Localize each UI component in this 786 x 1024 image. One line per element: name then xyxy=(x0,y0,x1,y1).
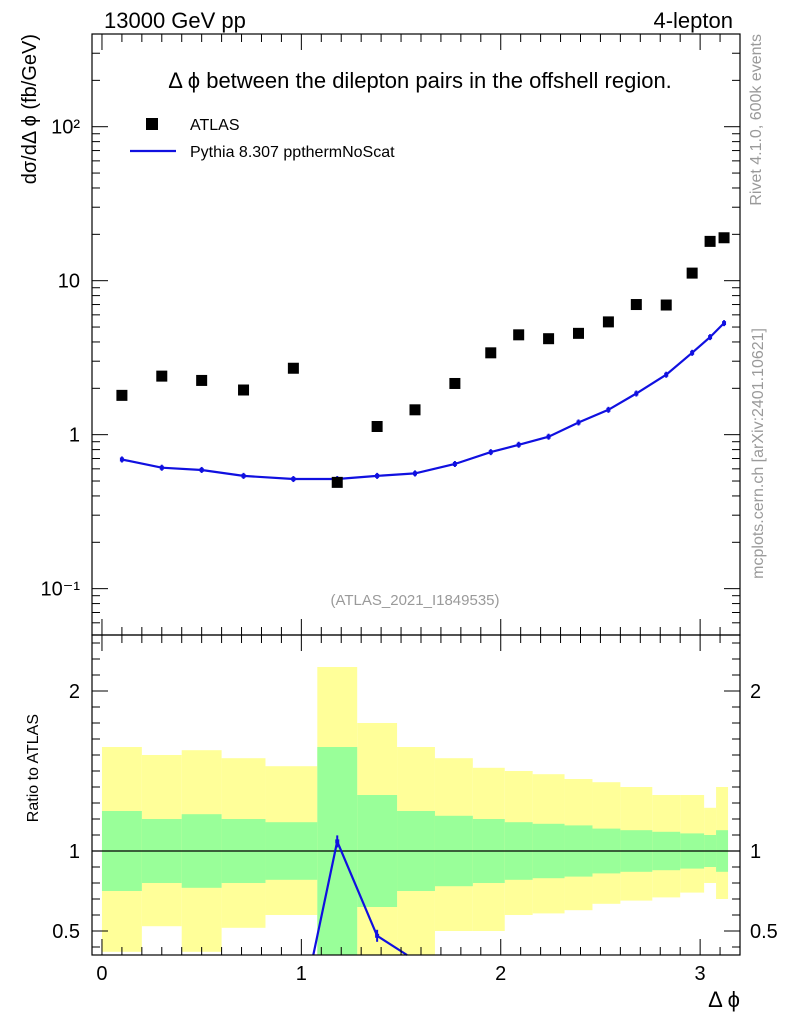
ratio-y-tick-label-right: 2 xyxy=(750,681,761,703)
energy-label: 13000 GeV pp xyxy=(104,8,246,33)
ratio-panel: 0.5 0.5 1 1 2 2 0 1 2 3 Ratio to ATLAS Δ ϕ xyxy=(25,634,778,1012)
legend: ATLAS Pythia 8.307 ppthermNoScat xyxy=(130,117,395,161)
pythia-point xyxy=(606,407,611,412)
atlas-point xyxy=(543,333,555,345)
pythia-point xyxy=(452,461,457,466)
atlas-point xyxy=(686,267,698,279)
ratio-uncertainty-bands xyxy=(101,667,729,955)
pythia-point xyxy=(576,420,581,425)
atlas-point xyxy=(602,316,614,328)
x-axis-label: Δ ϕ xyxy=(708,987,740,1012)
main-panel: 10⁻¹ 1 10 10² Δ ϕ between the dilepton pair… xyxy=(19,33,741,636)
pythia-point xyxy=(119,457,124,462)
rivet-label: Rivet 4.1.0, 600k events xyxy=(748,34,765,206)
pythia-point xyxy=(488,450,493,455)
y-axis-label: dσ/dΔ ϕ (fb/GeV) xyxy=(19,34,41,184)
chart-title: Δ ϕ between the dilepton pairs in the of… xyxy=(168,68,672,93)
ratio-y-tick-label-right: 0.5 xyxy=(750,921,778,943)
pythia-point xyxy=(199,467,204,472)
ratio-line xyxy=(312,837,408,956)
pythia-point xyxy=(241,473,246,478)
ratio-y-tick-label: 2 xyxy=(69,681,80,703)
mcplots-label: mcplots.cern.ch [arXiv:2401.10621] xyxy=(750,328,767,579)
pythia-line xyxy=(121,322,725,481)
pythia-point xyxy=(722,321,727,326)
atlas-point xyxy=(116,389,128,401)
pythia-point xyxy=(159,465,164,470)
ratio-data-marks xyxy=(312,835,408,956)
atlas-point xyxy=(371,420,383,432)
legend-label-atlas: ATLAS xyxy=(190,117,240,134)
legend-marker-atlas xyxy=(146,118,158,130)
ratio-axis-ticks xyxy=(92,635,740,955)
ratio-y-tick-label-right: 1 xyxy=(750,841,761,863)
main-y-tick-labels: 10⁻¹ 1 10 10² xyxy=(41,117,81,601)
ratio-y-axis-label: Ratio to ATLAS xyxy=(25,714,42,822)
pythia-point xyxy=(516,442,521,447)
atlas-point xyxy=(630,299,642,311)
ratio-point xyxy=(335,839,340,844)
atlas-point xyxy=(156,370,168,382)
ratio-y-tick-label: 1 xyxy=(69,841,80,863)
pythia-point xyxy=(291,477,296,482)
x-tick-label: 1 xyxy=(296,963,307,985)
main-y-tick-label: 10² xyxy=(51,117,80,139)
atlas-point xyxy=(572,327,584,339)
pythia-point xyxy=(413,471,418,476)
atlas-point xyxy=(704,235,716,247)
atlas-point xyxy=(238,384,250,396)
atlas-point xyxy=(196,374,208,386)
analysis-watermark: (ATLAS_2021_I1849535) xyxy=(330,592,499,609)
main-data-marks xyxy=(116,232,730,488)
ratio-tick-labels: 0.5 0.5 1 1 2 2 0 1 2 3 xyxy=(52,681,778,985)
ratio-point xyxy=(375,933,380,938)
main-y-tick-label: 10⁻¹ xyxy=(41,579,81,601)
main-axis-ticks xyxy=(92,33,740,636)
legend-label-pythia: Pythia 8.307 ppthermNoScat xyxy=(190,144,395,161)
pythia-point xyxy=(690,350,695,355)
atlas-point xyxy=(718,232,730,244)
x-tick-label: 3 xyxy=(695,963,706,985)
atlas-point xyxy=(660,299,672,311)
x-tick-label: 0 xyxy=(96,963,107,985)
pythia-point xyxy=(634,391,639,396)
pythia-point xyxy=(664,372,669,377)
pythia-point xyxy=(546,434,551,439)
atlas-point xyxy=(331,476,343,488)
ratio-frame xyxy=(91,634,741,956)
atlas-point xyxy=(513,329,525,341)
atlas-point xyxy=(287,362,299,374)
main-y-tick-label: 1 xyxy=(69,425,80,447)
process-label: 4-lepton xyxy=(653,8,733,33)
atlas-point xyxy=(485,347,497,359)
ratio-y-tick-label: 0.5 xyxy=(52,921,80,943)
pythia-point xyxy=(375,473,380,478)
atlas-point xyxy=(409,404,421,416)
main-y-tick-label: 10 xyxy=(58,271,80,293)
atlas-point xyxy=(449,377,461,389)
x-tick-label: 2 xyxy=(495,963,506,985)
pythia-point xyxy=(708,335,713,340)
